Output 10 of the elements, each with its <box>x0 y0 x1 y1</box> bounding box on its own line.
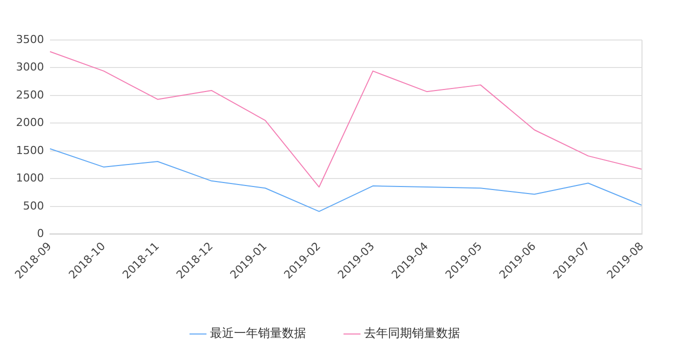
y-tick-label: 2000 <box>16 116 44 130</box>
legend-label: 最近一年销量数据 <box>210 326 306 340</box>
y-tick-label: 500 <box>22 199 44 212</box>
legend-label: 去年同期销量数据 <box>364 326 460 340</box>
y-tick-label: 1000 <box>16 172 44 185</box>
y-tick-label: 3000 <box>16 60 44 74</box>
y-tick-label: 1500 <box>16 144 44 157</box>
y-tick-label: 2500 <box>16 88 44 102</box>
y-tick-label: 3500 <box>16 32 44 46</box>
y-tick-label: 0 <box>36 227 44 240</box>
